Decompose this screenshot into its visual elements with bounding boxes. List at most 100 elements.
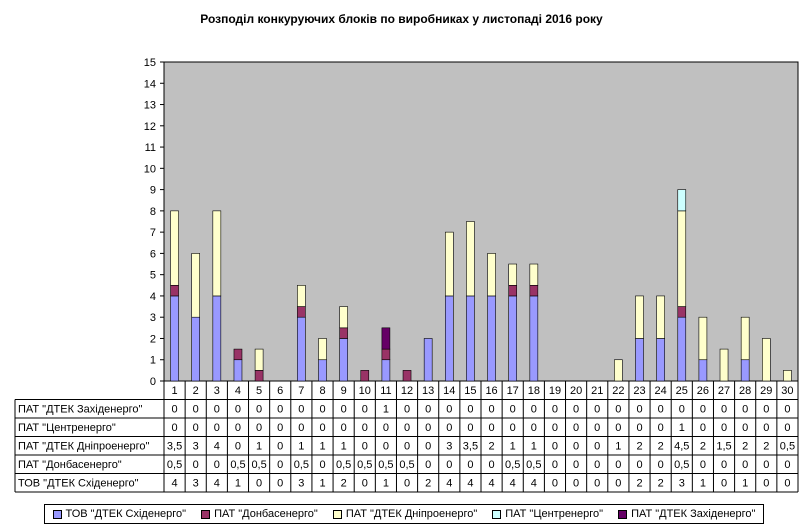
bar-segment [339, 306, 348, 329]
table-cell: 0 [214, 422, 220, 434]
y-tick-label: 8 [150, 206, 156, 218]
bar-segment [656, 338, 665, 382]
table-cell: 0 [594, 422, 600, 434]
legend-item: ТОВ "ДТЕК Східенерго" [52, 508, 186, 520]
table-cell: 0 [763, 478, 769, 490]
bar-segment [233, 348, 243, 361]
table-cell: 0 [362, 441, 368, 453]
bar-segment [170, 210, 179, 286]
table-cell: 0 [214, 459, 220, 471]
table-cell: 2 [763, 441, 769, 453]
table-cell: 0 [721, 478, 727, 490]
table-cell: 0 [172, 422, 178, 434]
bar-segment [339, 327, 348, 339]
table-cell: 0,5 [336, 459, 351, 471]
table-cell: 0 [362, 478, 368, 490]
x-tick-label: 26 [697, 385, 709, 397]
bar-segment [740, 316, 750, 361]
table-cell: 0 [636, 459, 642, 471]
table-cell: 4 [446, 478, 452, 490]
table-cell: 3 [193, 478, 199, 490]
table-cell: 0 [404, 404, 410, 416]
table-cell: 0 [193, 404, 199, 416]
table-cell: 0 [193, 422, 199, 434]
bar-segment [487, 253, 496, 297]
bar-segment [254, 348, 264, 371]
table-cell: 0,5 [167, 459, 182, 471]
table-cell: 0 [256, 422, 262, 434]
bar-segment [297, 284, 306, 307]
x-tick-label: 7 [298, 385, 304, 397]
table-cell: 0 [552, 459, 558, 471]
x-tick-label: 10 [359, 385, 371, 397]
bar-segment [444, 295, 454, 382]
legend: ТОВ "ДТЕК Східенерго" ПАТ "Донбасенерго" П… [44, 504, 764, 524]
legend-item: ПАТ "Донбасенерго" [201, 508, 318, 520]
data-table: 1 2 3 4 5 6 7 8 9 10 11 12 13 14 15 16 17 18 19 20 21 22 23 24 2… [14, 381, 799, 493]
table-cell: 0 [594, 478, 600, 490]
table-cell: 0 [742, 404, 748, 416]
bar-segment [191, 316, 200, 382]
bars-layer [170, 189, 792, 382]
table-cell: 0 [573, 422, 579, 434]
x-tick-label: 5 [256, 385, 262, 397]
x-tick-label: 15 [464, 385, 476, 397]
bar-segment [508, 284, 518, 297]
legend-swatch [332, 509, 342, 519]
table-cell: 0,5 [294, 459, 309, 471]
y-tick-label: 13 [144, 100, 156, 112]
table-cell: 0 [362, 422, 368, 434]
table-cell: 2 [425, 478, 431, 490]
x-tick-label: 8 [319, 385, 325, 397]
bar-segment [529, 284, 539, 297]
table-cell: 0 [763, 404, 769, 416]
legend-swatch [618, 509, 628, 519]
table-cell: 0 [721, 404, 727, 416]
table-row-label: ПАТ "Центренерго" [18, 422, 116, 434]
table-cell: 0 [763, 422, 769, 434]
x-tick-label: 24 [655, 385, 667, 397]
y-tick-label: 12 [144, 121, 156, 133]
bar-segment [529, 263, 539, 286]
bar-segment [740, 359, 750, 382]
table-row-label: ПАТ "ДТЕК Західенерго" [18, 404, 142, 416]
table-cell: 0 [615, 422, 621, 434]
table-cell: 3 [446, 441, 452, 453]
legend-label: ПАТ "ДТЕК Дніпроенерго" [345, 508, 478, 520]
table-cell: 1 [510, 441, 516, 453]
table-cell: 0 [721, 459, 727, 471]
legend-swatch [201, 509, 211, 519]
table-cell: 0 [784, 404, 790, 416]
bar-segment [297, 316, 306, 382]
x-tick-label: 11 [380, 385, 391, 397]
table-cell: 0 [425, 459, 431, 471]
bar-segment [677, 210, 687, 307]
table-row-label: ТОВ "ДТЕК Східенерго" [18, 478, 139, 490]
table-cell: 0 [425, 422, 431, 434]
bar-segment [466, 221, 475, 297]
table-cell: 2 [700, 441, 706, 453]
table-cell: 1 [235, 478, 241, 490]
table-cell: 2 [658, 478, 664, 490]
table-cell: 0 [573, 404, 579, 416]
x-tick-label: 22 [612, 385, 624, 397]
legend-label: ПАТ "Донбасенерго" [214, 508, 318, 520]
table-cell: 0 [489, 404, 495, 416]
legend-label: ПАТ "ДТЕК Західенерго" [631, 508, 756, 520]
table-cell: 0 [235, 441, 241, 453]
table-cell: 0 [615, 478, 621, 490]
table-cell: 0 [341, 404, 347, 416]
bar-segment [318, 359, 327, 382]
table-cell: 0 [552, 404, 558, 416]
table-cell: 1 [383, 404, 389, 416]
bar-segment [508, 295, 518, 382]
table-cell: 4 [467, 478, 473, 490]
x-tick-label: 1 [172, 385, 178, 397]
table-cell: 0 [277, 459, 283, 471]
table-cell: 0 [446, 422, 452, 434]
table-cell: 1,5 [716, 441, 731, 453]
table-cell: 0 [510, 404, 516, 416]
bar-segment [170, 284, 179, 297]
